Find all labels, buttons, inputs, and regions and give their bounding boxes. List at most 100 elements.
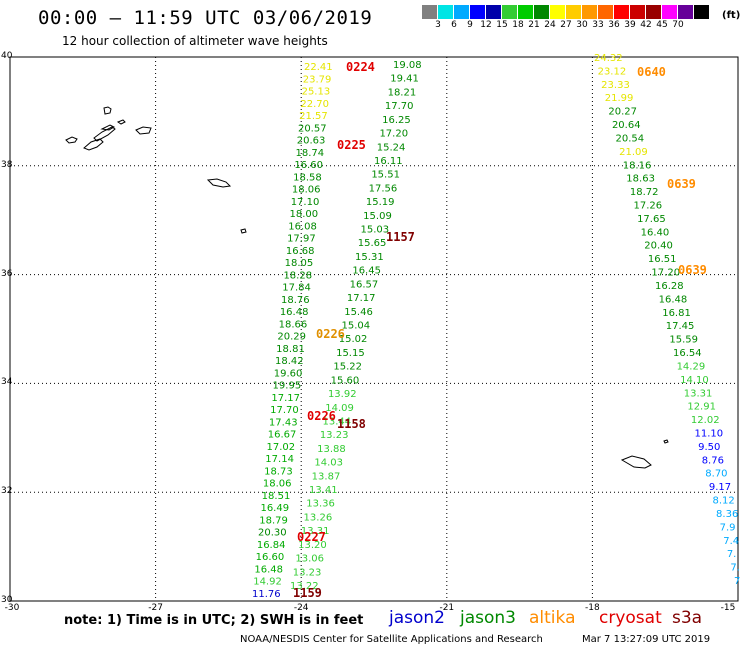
wave-height-label: 17.43 (269, 417, 298, 428)
wave-height-label: 18.73 (264, 466, 293, 477)
wave-height-label: 18.51 (262, 491, 291, 502)
wave-height-label: 14.10 (680, 375, 709, 386)
wave-height-label: 18.76 (281, 295, 310, 306)
wave-height-label: 17.45 (666, 321, 695, 332)
pass-time-label: 0224 (346, 60, 375, 74)
wave-height-label: 15.59 (669, 335, 698, 346)
wave-height-label: 15.51 (371, 170, 400, 181)
wave-height-label: 13.92 (328, 389, 357, 400)
wave-height-label: 18.66 (279, 319, 308, 330)
wave-height-label: 19.08 (393, 60, 422, 71)
wave-height-label: 9.17 (709, 482, 731, 493)
scale-label: 30 (576, 20, 588, 30)
wave-height-label: 7.9 (720, 522, 736, 533)
latitude-label: 30 (1, 595, 13, 605)
scale-swatch (550, 5, 566, 19)
wave-height-label: 16.51 (648, 254, 677, 265)
map-title: 00:00 – 11:59 UTC 03/06/2019 (38, 7, 373, 29)
wave-height-label: 18.79 (259, 515, 288, 526)
latitude-label: 36 (1, 268, 13, 279)
wave-height-label: 17.56 (369, 183, 398, 194)
wave-height-label: 13.31 (301, 526, 330, 537)
color-scale-unit: (ft) (722, 10, 740, 21)
map-grid (9, 56, 739, 602)
wave-height-label: 13.31 (684, 388, 713, 399)
wave-height-label: 25.13 (302, 87, 331, 98)
wave-height-label: 16.60 (294, 160, 323, 171)
scale-label: 15 (496, 20, 508, 30)
wave-height-label: 16.49 (260, 503, 289, 514)
scale-swatch (470, 5, 486, 19)
scale-label: 24 (544, 20, 556, 30)
island-outline (116, 119, 126, 125)
map-subtitle: 12 hour collection of altimeter wave hei… (62, 34, 328, 48)
longitude-label: -15 (720, 603, 736, 613)
wave-height-label: 15.19 (366, 197, 395, 208)
wave-height-label: 18.00 (289, 209, 318, 220)
wave-height-label: 13.41 (309, 485, 338, 496)
wave-height-label: 8.12 (712, 496, 734, 507)
wave-height-label: 15.22 (333, 362, 362, 373)
wave-height-label: 15.03 (360, 225, 389, 236)
pass-time-label: 0640 (637, 65, 666, 79)
scale-label: 12 (480, 20, 492, 30)
wave-height-label: 15.31 (355, 252, 384, 263)
wave-height-label: 18.21 (388, 87, 417, 98)
scale-label: 39 (624, 20, 636, 30)
wave-height-label: 15.65 (358, 238, 387, 249)
wave-height-label: 7. (730, 563, 740, 574)
wave-height-label: 16.08 (288, 221, 317, 232)
scale-label: 21 (528, 20, 540, 30)
scale-swatch (534, 5, 550, 19)
wave-height-label: 15.60 (331, 375, 360, 386)
wave-height-label: 16.84 (257, 540, 286, 551)
scale-label: 33 (592, 20, 604, 30)
wave-height-label: 8.76 (702, 455, 724, 466)
scale-swatch (486, 5, 502, 19)
wave-height-label: 13.23 (320, 430, 349, 441)
wave-height-label: 13.36 (306, 499, 335, 510)
wave-height-label: 18.63 (626, 174, 655, 185)
scale-label: 45 (656, 20, 668, 30)
island-outline (100, 124, 116, 131)
color-scale-swatches (422, 5, 710, 19)
wave-height-label: 16.28 (655, 281, 684, 292)
wave-height-label: 13.87 (312, 471, 341, 482)
wave-height-label: 16.67 (268, 430, 297, 441)
wave-height-label: 20.63 (297, 136, 326, 147)
wave-height-label: 19.60 (274, 368, 303, 379)
scale-label: 18 (512, 20, 524, 30)
scale-label: 70 (672, 20, 684, 30)
wave-height-label: 13.06 (295, 554, 324, 565)
longitude-label: -18 (585, 603, 600, 613)
wave-height-label: 13.26 (304, 512, 333, 523)
island-outline (103, 106, 112, 115)
longitude-label: -24 (293, 603, 309, 613)
island-outline (65, 136, 78, 144)
scale-label: 9 (467, 20, 473, 30)
legend-note: note: 1) Time is in UTC; 2) SWH is in fe… (64, 613, 364, 628)
wave-height-label: 23.33 (601, 80, 630, 91)
wave-height-label: 15.02 (339, 334, 368, 345)
altimeter-track: 19.08 19.41 18.21 17.70 16.25 17.20 15.24 16.11… (290, 60, 422, 592)
scale-swatch (598, 5, 614, 19)
wave-height-label: 18.74 (296, 148, 325, 159)
wave-height-label: 17.65 (637, 214, 666, 225)
wave-height-label: 22.41 (304, 62, 333, 73)
pass-time-label: 0226 (316, 327, 345, 341)
footer-credit: NOAA/NESDIS Center for Satellite Applica… (240, 634, 543, 645)
island-outline (206, 178, 232, 188)
wave-height-label: 17.02 (267, 442, 296, 453)
island-outline (240, 228, 247, 234)
wave-height-label: 20.64 (612, 120, 641, 131)
wave-height-label: 15.24 (377, 142, 406, 153)
wave-height-label: 17.20 (379, 129, 408, 140)
wave-height-label: 21.09 (619, 147, 648, 158)
wave-height-label: 24.32 (594, 53, 623, 64)
island-outline (135, 126, 152, 135)
wave-height-label: 15.04 (342, 321, 371, 332)
wave-height-label: 14.09 (325, 403, 354, 414)
scale-swatch (566, 5, 582, 19)
island-outline (620, 455, 652, 469)
